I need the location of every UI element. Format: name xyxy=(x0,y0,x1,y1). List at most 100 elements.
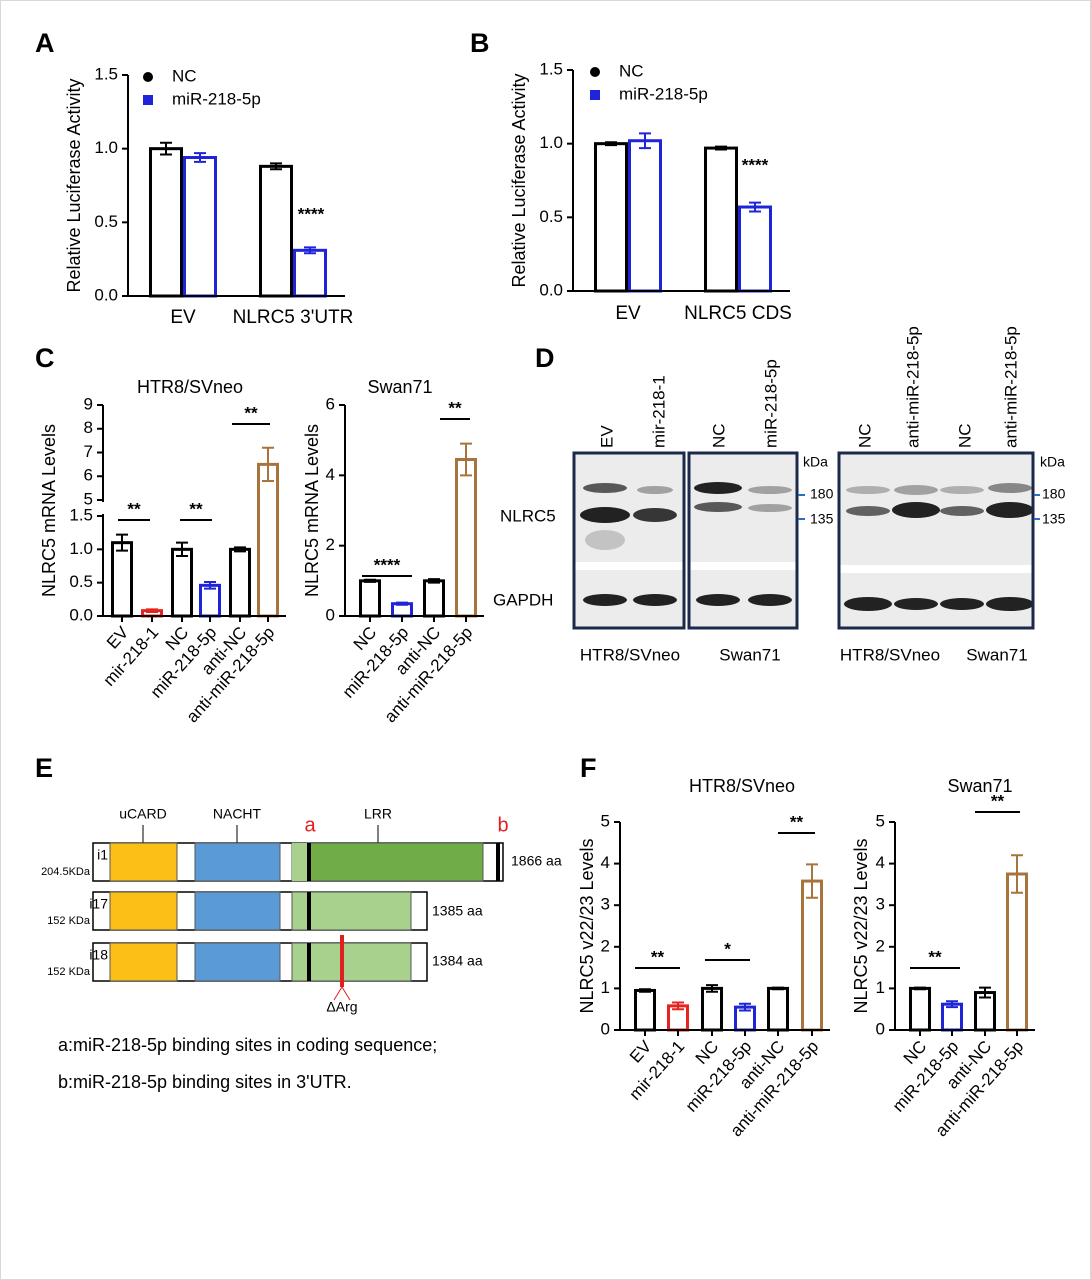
bar xyxy=(738,205,772,293)
blot-panel: D EV mir-218-1 NC miR-218-5p NC anti-miR… xyxy=(493,326,1066,664)
chart-title: HTR8/SVneo xyxy=(137,377,243,397)
panel-letter: E xyxy=(35,753,53,783)
x-tick-label: EV xyxy=(170,307,196,328)
bar xyxy=(111,541,133,618)
error-bar xyxy=(605,141,617,147)
y-tick-label: 0 xyxy=(601,1019,610,1038)
error-bar xyxy=(772,986,784,991)
blot-box xyxy=(837,451,1035,630)
lane-label: miR-218-5p xyxy=(761,359,780,448)
error-bar xyxy=(672,1001,684,1011)
significance: ** xyxy=(127,499,141,518)
panel-letter: A xyxy=(35,28,55,58)
bar xyxy=(767,986,789,1032)
y-tick-label: 6 xyxy=(326,394,335,413)
bar xyxy=(183,156,217,298)
y-tick-label: 0.5 xyxy=(94,212,118,231)
error-bar xyxy=(706,984,718,993)
y-axis-label: Relative Luciferase Activity xyxy=(64,78,84,292)
note: b:miR-218-5p binding sites in 3'UTR. xyxy=(58,1072,352,1092)
y-tick-label: 5 xyxy=(601,811,610,830)
y-tick-label: 1.5 xyxy=(69,505,93,524)
note: a:miR-218-5p binding sites in coding seq… xyxy=(58,1035,437,1055)
unit-label: kDa xyxy=(1040,454,1065,470)
y-tick-label: 1.5 xyxy=(94,64,118,83)
domain-label: uCARD xyxy=(119,806,166,822)
bar xyxy=(628,139,662,293)
legend-label: NC xyxy=(172,66,197,85)
significance: * xyxy=(724,939,731,958)
error-bar xyxy=(806,863,818,899)
error-bar xyxy=(1011,854,1023,894)
marker-label: 180 xyxy=(1042,486,1066,502)
isoform-length: 1385 aa xyxy=(432,903,483,919)
y-tick-label: 1.5 xyxy=(539,59,563,78)
error-bar xyxy=(262,446,274,482)
site-label: a xyxy=(304,814,316,836)
bar xyxy=(359,579,381,618)
significance: **** xyxy=(374,555,401,574)
bar xyxy=(634,988,656,1032)
legend-marker xyxy=(143,72,153,82)
panel-letter: D xyxy=(535,343,555,373)
y-tick-label: 0.0 xyxy=(94,285,118,304)
lane-label: anti-miR-218-5p xyxy=(903,326,922,448)
x-tick-label: EV xyxy=(615,303,641,324)
error-bar xyxy=(146,608,158,613)
error-bar xyxy=(204,581,216,590)
legend-label: miR-218-5p xyxy=(172,89,261,108)
cell-label: HTR8/SVneo xyxy=(840,645,940,664)
bar xyxy=(293,248,327,298)
bar xyxy=(199,583,221,618)
bar xyxy=(259,164,293,298)
y-axis-label: NLRC5 mRNA Levels xyxy=(39,424,59,597)
cell-label: Swan71 xyxy=(966,645,1027,664)
legend-label: NC xyxy=(619,61,644,80)
error-bar xyxy=(914,986,926,991)
bar xyxy=(801,879,823,1032)
lane-label: NC xyxy=(709,423,728,448)
y-tick-label: 4 xyxy=(876,853,885,872)
isoform-length: 1384 aa xyxy=(432,953,483,969)
error-bar xyxy=(234,546,246,553)
y-tick-label: 1.0 xyxy=(94,138,118,157)
legend-marker xyxy=(590,67,600,77)
y-tick-label: 9 xyxy=(84,394,93,413)
lane-label: mir-218-1 xyxy=(649,375,668,448)
y-tick-label: 0 xyxy=(876,1019,885,1038)
y-tick-label: 8 xyxy=(84,418,93,437)
y-tick-label: 2 xyxy=(326,535,335,554)
error-bar xyxy=(460,442,472,477)
marker-label: 135 xyxy=(1042,511,1066,527)
y-tick-label: 7 xyxy=(84,442,93,461)
bar xyxy=(171,547,193,618)
y-tick-label: 0 xyxy=(326,605,335,624)
y-axis-label: NLRC5 v22/23 Levels xyxy=(851,838,871,1013)
error-bar xyxy=(116,533,128,552)
bar xyxy=(149,147,183,298)
legend-label: miR-218-5p xyxy=(619,84,708,103)
legend-marker xyxy=(590,90,600,100)
isoform-mass: 204.5KDa xyxy=(41,866,91,878)
panel-letter: F xyxy=(580,753,597,783)
mutation-label: ΔArg xyxy=(326,999,357,1015)
isoform-name: i17 xyxy=(89,896,108,912)
y-tick-label: 0.0 xyxy=(539,280,563,299)
error-bar xyxy=(739,1002,751,1012)
bar xyxy=(455,458,477,618)
chart-title: Swan71 xyxy=(947,776,1012,796)
cell-label: HTR8/SVneo xyxy=(580,645,680,664)
error-bar xyxy=(304,246,316,255)
y-axis-label: Relative Luciferase Activity xyxy=(509,73,529,287)
isoform-mass: 152 KDa xyxy=(47,966,91,978)
row-label: GAPDH xyxy=(493,590,553,609)
significance: ** xyxy=(448,398,462,417)
marker-label: 180 xyxy=(810,486,834,502)
y-tick-label: 3 xyxy=(601,895,610,914)
isoform-length: 1866 aa xyxy=(511,853,562,869)
domain-label: LRR xyxy=(364,806,392,822)
panel-letter: C xyxy=(35,343,55,373)
chart-title: Swan71 xyxy=(367,377,432,397)
bar xyxy=(704,146,738,293)
bar xyxy=(701,986,723,1032)
